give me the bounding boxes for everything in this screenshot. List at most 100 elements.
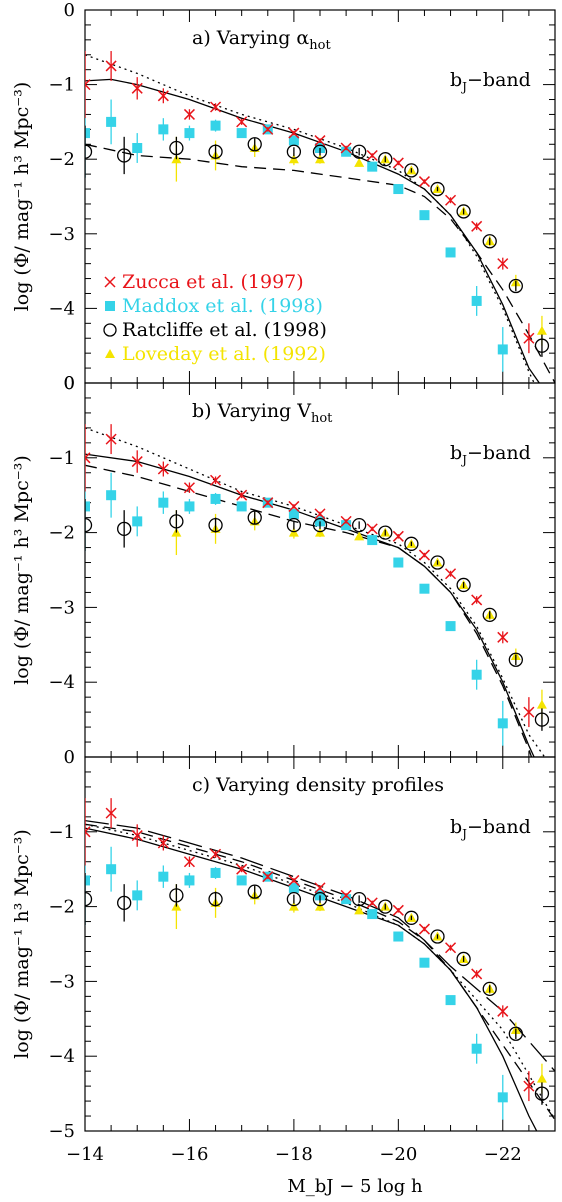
maddox-point bbox=[471, 669, 482, 680]
loveday-point bbox=[536, 1073, 547, 1083]
legend: Zucca et al. (1997)Maddox et al. (1998)R… bbox=[103, 271, 327, 365]
legend-marker-triangle bbox=[105, 349, 115, 358]
ratcliffe-point bbox=[85, 517, 93, 533]
maddox-point bbox=[210, 867, 221, 878]
ratcliffe-point bbox=[430, 929, 445, 944]
model-curve-dashed bbox=[85, 464, 533, 757]
ratcliffe-point bbox=[378, 152, 393, 167]
y-tick-label: 0 bbox=[64, 747, 75, 768]
x-axis: M_bJ − 5 log h −14 −16 −18 −20 −22 bbox=[66, 1144, 522, 1197]
y-axis-label: log (Φ/ mag⁻¹ h³ Mpc⁻³) bbox=[11, 455, 33, 685]
y-tick-label: −4 bbox=[48, 298, 75, 319]
panel-b: 0 −1 −2 −3 −4 0 log (Φ/ mag⁻¹ h³ Mpc⁻³) b) Vary… bbox=[11, 373, 556, 768]
ratcliffe-point bbox=[482, 234, 497, 249]
ratcliffe-point bbox=[404, 910, 419, 925]
model-curve-dotted bbox=[85, 823, 555, 1121]
maddox-point bbox=[158, 871, 169, 882]
ratcliffe-point bbox=[430, 555, 445, 570]
maddox-point bbox=[236, 875, 247, 886]
x-tick-label: −16 bbox=[170, 1144, 208, 1165]
maddox-point bbox=[393, 557, 404, 568]
maddox-point bbox=[497, 718, 508, 729]
zucca-point bbox=[314, 135, 326, 147]
maddox-point bbox=[132, 143, 143, 154]
band-label: bJ−band bbox=[450, 816, 531, 841]
ratcliffe-point bbox=[312, 891, 328, 907]
ratcliffe-point bbox=[286, 891, 302, 907]
maddox-point bbox=[106, 864, 117, 875]
ratcliffe-point bbox=[508, 652, 523, 667]
maddox-point bbox=[210, 493, 221, 504]
maddox-point bbox=[184, 501, 195, 512]
plot-area bbox=[85, 51, 555, 383]
y-tick-label: −2 bbox=[48, 897, 75, 918]
ratcliffe-point bbox=[404, 536, 419, 551]
model-curve-solid bbox=[85, 453, 535, 757]
maddox-point bbox=[445, 621, 456, 632]
ratcliffe-point bbox=[482, 607, 497, 623]
zucca-point bbox=[85, 452, 91, 464]
zucca-point bbox=[445, 194, 457, 206]
zucca-point bbox=[392, 530, 404, 542]
plot-area bbox=[85, 424, 550, 757]
zucca-point bbox=[210, 474, 222, 486]
y-tick-label: −3 bbox=[48, 597, 75, 618]
maddox-point bbox=[288, 135, 299, 146]
zucca-point bbox=[471, 220, 483, 232]
maddox-point bbox=[210, 120, 221, 131]
band-subscript: J bbox=[460, 80, 467, 94]
legend-label: Zucca et al. (1997) bbox=[122, 271, 304, 293]
zucca-point bbox=[131, 456, 143, 468]
zucca-point bbox=[157, 463, 169, 475]
ratcliffe-point bbox=[85, 144, 93, 159]
maddox-point bbox=[341, 146, 352, 157]
model-curve-solid bbox=[85, 827, 538, 1131]
ratcliffe-point bbox=[352, 144, 367, 159]
y-tick-label: −1 bbox=[48, 75, 75, 96]
ratcliffe-point bbox=[247, 137, 262, 152]
ratcliffe-point bbox=[508, 1026, 523, 1041]
zucca-point bbox=[445, 568, 457, 580]
zucca-point bbox=[523, 1080, 535, 1092]
zucca-point bbox=[366, 149, 378, 162]
maddox-point bbox=[419, 957, 430, 968]
zucca-point bbox=[262, 123, 274, 135]
zucca-point bbox=[210, 848, 222, 860]
panel-a: 0 −1 −2 −3 −4 0 log (Φ/ mag⁻¹ h³ Mpc⁻³) a) Vary… bbox=[11, 0, 556, 394]
zucca-point bbox=[340, 142, 352, 154]
y-tick-label: −3 bbox=[48, 971, 75, 992]
x-tick-label: −22 bbox=[484, 1144, 522, 1165]
panel-title-subscript: hot bbox=[309, 38, 331, 53]
x-axis-label: M_bJ − 5 log h bbox=[287, 1176, 423, 1197]
zucca-point bbox=[288, 874, 300, 886]
zucca-point bbox=[366, 523, 378, 535]
zucca-point bbox=[418, 923, 430, 935]
ratcliffe-point bbox=[247, 884, 262, 899]
ratcliffe-point bbox=[117, 148, 132, 163]
zucca-point bbox=[105, 60, 117, 72]
band-suffix: −band bbox=[467, 69, 531, 91]
maddox-point bbox=[85, 501, 90, 512]
maddox-point bbox=[341, 894, 352, 905]
maddox-point bbox=[288, 882, 299, 893]
zucca-point bbox=[210, 101, 222, 113]
model-curve-dotted bbox=[85, 427, 546, 757]
maddox-point bbox=[236, 128, 247, 139]
band-suffix: −band bbox=[467, 442, 531, 464]
zucca-point bbox=[236, 116, 248, 128]
zucca-point bbox=[392, 157, 404, 169]
maddox-point bbox=[419, 210, 430, 221]
zucca-point bbox=[183, 482, 195, 494]
ratcliffe-point bbox=[208, 144, 223, 159]
zucca-point bbox=[471, 968, 483, 980]
maddox-point bbox=[393, 931, 404, 942]
maddox-point bbox=[497, 1092, 508, 1103]
loveday-point bbox=[354, 531, 365, 541]
loveday-point bbox=[354, 905, 365, 915]
zucca-point bbox=[288, 127, 300, 139]
x-tick-label: −20 bbox=[379, 1144, 417, 1165]
zucca-point bbox=[497, 1005, 509, 1017]
y-tick-label: −4 bbox=[48, 672, 75, 693]
loveday-point bbox=[354, 157, 365, 167]
legend-marker-circle bbox=[103, 323, 117, 337]
